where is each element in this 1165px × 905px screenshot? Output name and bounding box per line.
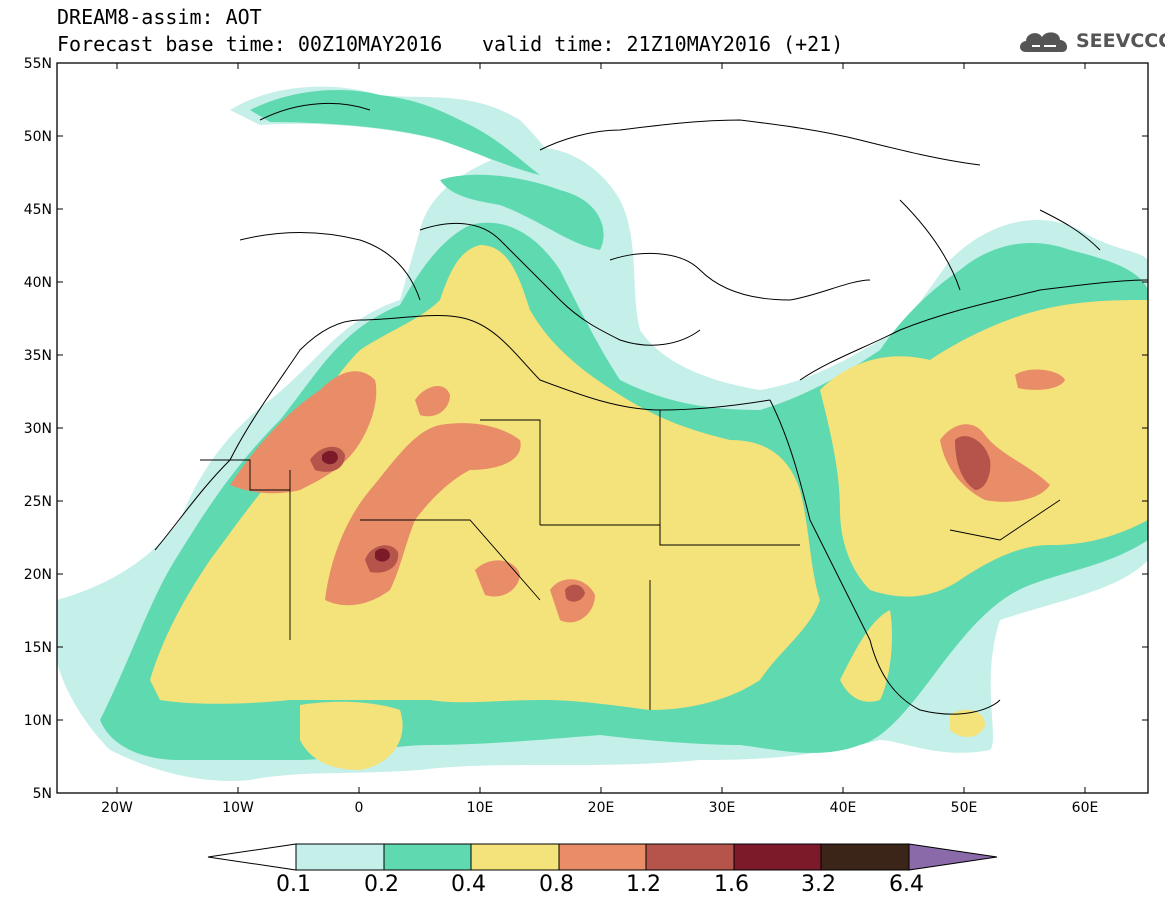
lat-label: 35N (24, 348, 52, 364)
lon-label: 10E (467, 800, 494, 816)
lat-label: 15N (24, 640, 52, 656)
colorbar-label: 0.8 (539, 872, 574, 897)
colorbar-label: 0.4 (451, 872, 486, 897)
colorbar-swatch (383, 843, 472, 871)
lat-label: 25N (24, 494, 52, 510)
colorbar-swatch (645, 843, 735, 871)
colorbar-swatch (733, 843, 822, 871)
lon-label: 20W (101, 800, 133, 816)
axis-ticks (57, 62, 1148, 793)
lon-label: 50E (951, 800, 978, 816)
lat-label: 45N (24, 202, 52, 218)
lat-label: 5N (33, 786, 52, 802)
colorbar-label: 3.2 (801, 872, 836, 897)
colorbar (207, 843, 998, 871)
lat-label: 55N (24, 56, 52, 72)
colorbar-label: 1.2 (626, 872, 661, 897)
lat-label: 20N (24, 567, 52, 583)
country-borders (200, 410, 1061, 710)
aot-level-1.6 (322, 450, 390, 562)
colorbar-label: 1.6 (714, 872, 749, 897)
lat-label: 50N (24, 129, 52, 145)
colorbar-label: 0.2 (364, 872, 399, 897)
colorbar-swatch (295, 843, 385, 871)
lon-label: 60E (1072, 800, 1099, 816)
lon-label: 10W (222, 800, 254, 816)
base-time: Forecast base time: 00Z10MAY2016 (57, 32, 443, 56)
model-title: DREAM8-assim: AOT (57, 5, 262, 29)
cloud-icon (1020, 32, 1068, 52)
lat-label: 40N (24, 275, 52, 291)
colorbar-swatch (470, 843, 560, 871)
lon-label: 20E (588, 800, 615, 816)
latitude-labels: 55N 50N 45N 40N 35N 30N 25N 20N 15N 10N … (24, 56, 52, 802)
lon-label: 40E (830, 800, 857, 816)
coastlines (154, 103, 1148, 715)
longitude-labels: 20W 10W 0 10E 20E 30E 40E 50E 60E (101, 800, 1098, 816)
colorbar-arrow-high (908, 843, 998, 871)
lon-label: 30E (709, 800, 736, 816)
colorbar-label: 0.1 (276, 872, 311, 897)
valid-time: valid time: 21Z10MAY2016 (+21) (482, 32, 844, 56)
lon-label: 0 (355, 800, 364, 816)
colorbar-label: 6.4 (889, 872, 924, 897)
colorbar-arrow-low (207, 843, 297, 871)
aot-contour-fields (57, 86, 1148, 781)
lat-label: 10N (24, 713, 52, 729)
logo-text: SEEVCCC (1076, 30, 1165, 52)
colorbar-swatch (820, 843, 910, 871)
lat-label: 30N (24, 421, 52, 437)
seevccc-logo: SEEVCCC (1016, 24, 1165, 58)
colorbar-swatch (558, 843, 647, 871)
